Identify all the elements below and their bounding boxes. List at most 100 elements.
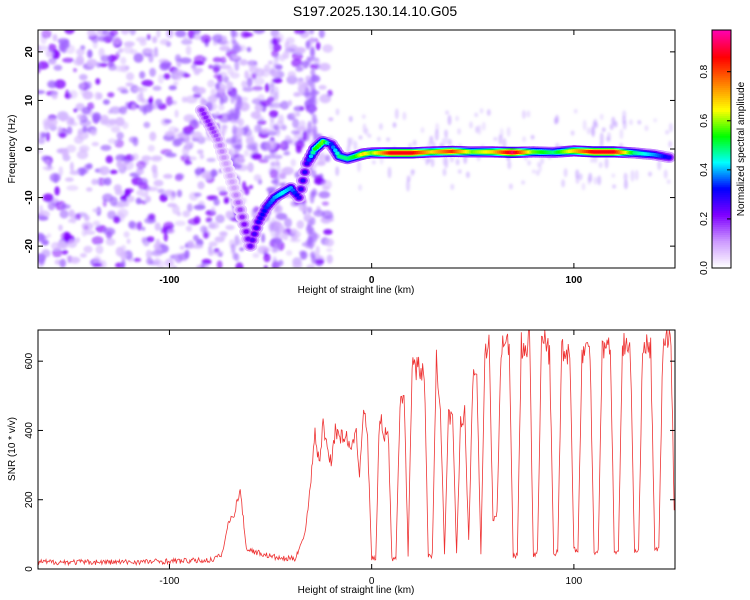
noise-speckle — [61, 249, 69, 255]
noise-speckle — [197, 149, 204, 155]
y-tick-label: -10 — [24, 190, 35, 205]
colorbar-cell — [712, 202, 731, 206]
noise-speckle — [634, 169, 639, 181]
noise-streak — [310, 47, 315, 60]
noise-speckle — [270, 237, 283, 244]
colorbar-cell — [712, 180, 731, 184]
colorbar-cell — [712, 178, 731, 182]
colorbar-cell — [712, 174, 731, 178]
ridge-blob — [254, 226, 259, 230]
colorbar-cell — [712, 139, 731, 142]
x-tick-label: 0 — [369, 576, 375, 587]
noise-speckle — [246, 46, 252, 53]
colorbar-cell — [712, 123, 731, 126]
colorbar-cell — [712, 93, 731, 97]
noise-speckle — [193, 55, 206, 65]
ridge-blob — [666, 155, 672, 160]
noise-speckle — [242, 86, 254, 92]
snr-y-label: SNR (10 * v/v) — [7, 417, 18, 481]
noise-speckle — [58, 166, 64, 177]
noise-speckle — [91, 178, 98, 185]
noise-speckle — [66, 185, 79, 191]
noise-speckle — [76, 150, 89, 160]
noise-speckle — [253, 125, 258, 134]
colorbar-cell — [712, 53, 731, 57]
noise-speckle — [159, 39, 170, 45]
noise-speckle — [97, 92, 103, 100]
noise-speckle — [136, 168, 142, 175]
colorbar-frame — [711, 29, 732, 269]
noise-speckle — [60, 231, 72, 242]
ridge-blob — [229, 180, 235, 184]
noise-speckle — [199, 153, 205, 160]
noise-speckle — [44, 159, 51, 165]
noise-speckle — [172, 69, 184, 79]
noise-speckle — [239, 247, 245, 252]
noise-speckle — [220, 231, 227, 239]
noise-streak — [270, 161, 276, 175]
noise-speckle — [105, 238, 116, 246]
noise-speckle — [463, 155, 468, 165]
noise-streak — [272, 258, 278, 268]
noise-speckle — [527, 160, 532, 166]
noise-speckle — [367, 133, 372, 138]
noise-speckle — [128, 136, 138, 143]
noise-speckle — [247, 59, 255, 69]
noise-speckle — [174, 109, 179, 118]
colorbar-cell — [712, 194, 731, 198]
noise-speckle — [184, 160, 192, 165]
colorbar-cell — [712, 172, 731, 176]
noise-speckle — [230, 119, 241, 124]
ridge-blob — [306, 158, 312, 162]
noise-speckle — [282, 139, 294, 144]
noise-speckle — [376, 136, 381, 142]
noise-speckle — [182, 146, 190, 156]
noise-speckle — [613, 121, 618, 128]
colorbar-cell — [712, 149, 731, 152]
noise-streak — [234, 59, 240, 72]
colorbar-cell — [712, 35, 731, 39]
noise-speckle — [113, 184, 122, 192]
noise-speckle — [216, 260, 223, 268]
noise-speckle — [239, 59, 248, 66]
noise-speckle — [208, 221, 220, 230]
noise-speckle — [42, 193, 54, 202]
noise-speckle — [79, 74, 88, 81]
noise-streak — [232, 91, 238, 100]
colorbar-cell — [712, 79, 731, 83]
noise-speckle — [235, 262, 244, 268]
noise-speckle — [260, 246, 271, 253]
colorbar-cell — [712, 244, 731, 247]
noise-speckle — [69, 170, 80, 175]
noise-speckle — [207, 79, 215, 88]
noise-speckle — [159, 62, 170, 71]
noise-speckle — [164, 131, 175, 137]
noise-streak — [273, 38, 279, 50]
ridge-blob — [335, 151, 340, 156]
colorbar-cell — [712, 71, 731, 75]
noise-streak — [270, 147, 276, 157]
noise-speckle — [52, 34, 58, 42]
noise-speckle — [326, 254, 333, 264]
noise-speckle — [323, 229, 333, 235]
noise-speckle — [38, 232, 45, 242]
noise-speckle — [51, 242, 61, 250]
noise-speckle — [59, 258, 67, 268]
noise-speckle — [285, 250, 293, 256]
ridge-blob — [240, 215, 245, 219]
noise-speckle — [314, 174, 322, 182]
noise-speckle — [665, 130, 670, 135]
noise-speckle — [420, 127, 425, 134]
noise-speckle — [148, 52, 154, 63]
noise-speckle — [246, 77, 253, 88]
colorbar-cell — [712, 135, 731, 138]
colorbar-cell — [712, 125, 731, 128]
y-tick-label: -20 — [24, 238, 35, 253]
noise-streak — [269, 38, 274, 51]
ridge-blob — [258, 216, 263, 220]
colorbar-cell — [712, 83, 731, 87]
colorbar-tick-label: 0.6 — [699, 113, 710, 127]
colorbar-cell — [712, 204, 731, 208]
colorbar-cell — [712, 143, 731, 146]
colorbar-cell — [712, 164, 731, 168]
